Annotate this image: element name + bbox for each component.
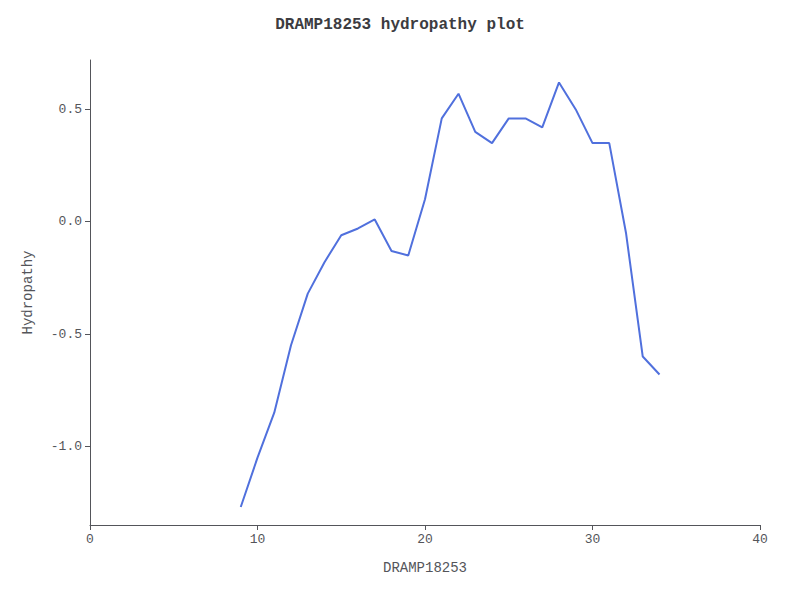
svg-text:10: 10 <box>250 532 266 547</box>
svg-text:40: 40 <box>752 532 768 547</box>
svg-text:DRAMP18253 hydropathy plot: DRAMP18253 hydropathy plot <box>275 16 525 34</box>
svg-text:DRAMP18253: DRAMP18253 <box>383 560 467 576</box>
svg-text:0.0: 0.0 <box>59 214 82 229</box>
svg-text:30: 30 <box>585 532 601 547</box>
svg-text:20: 20 <box>417 532 433 547</box>
svg-text:Hydropathy: Hydropathy <box>20 250 36 334</box>
svg-text:0: 0 <box>86 532 94 547</box>
svg-text:-0.5: -0.5 <box>51 327 82 342</box>
svg-text:-1.0: -1.0 <box>51 439 82 454</box>
svg-text:0.5: 0.5 <box>59 102 82 117</box>
